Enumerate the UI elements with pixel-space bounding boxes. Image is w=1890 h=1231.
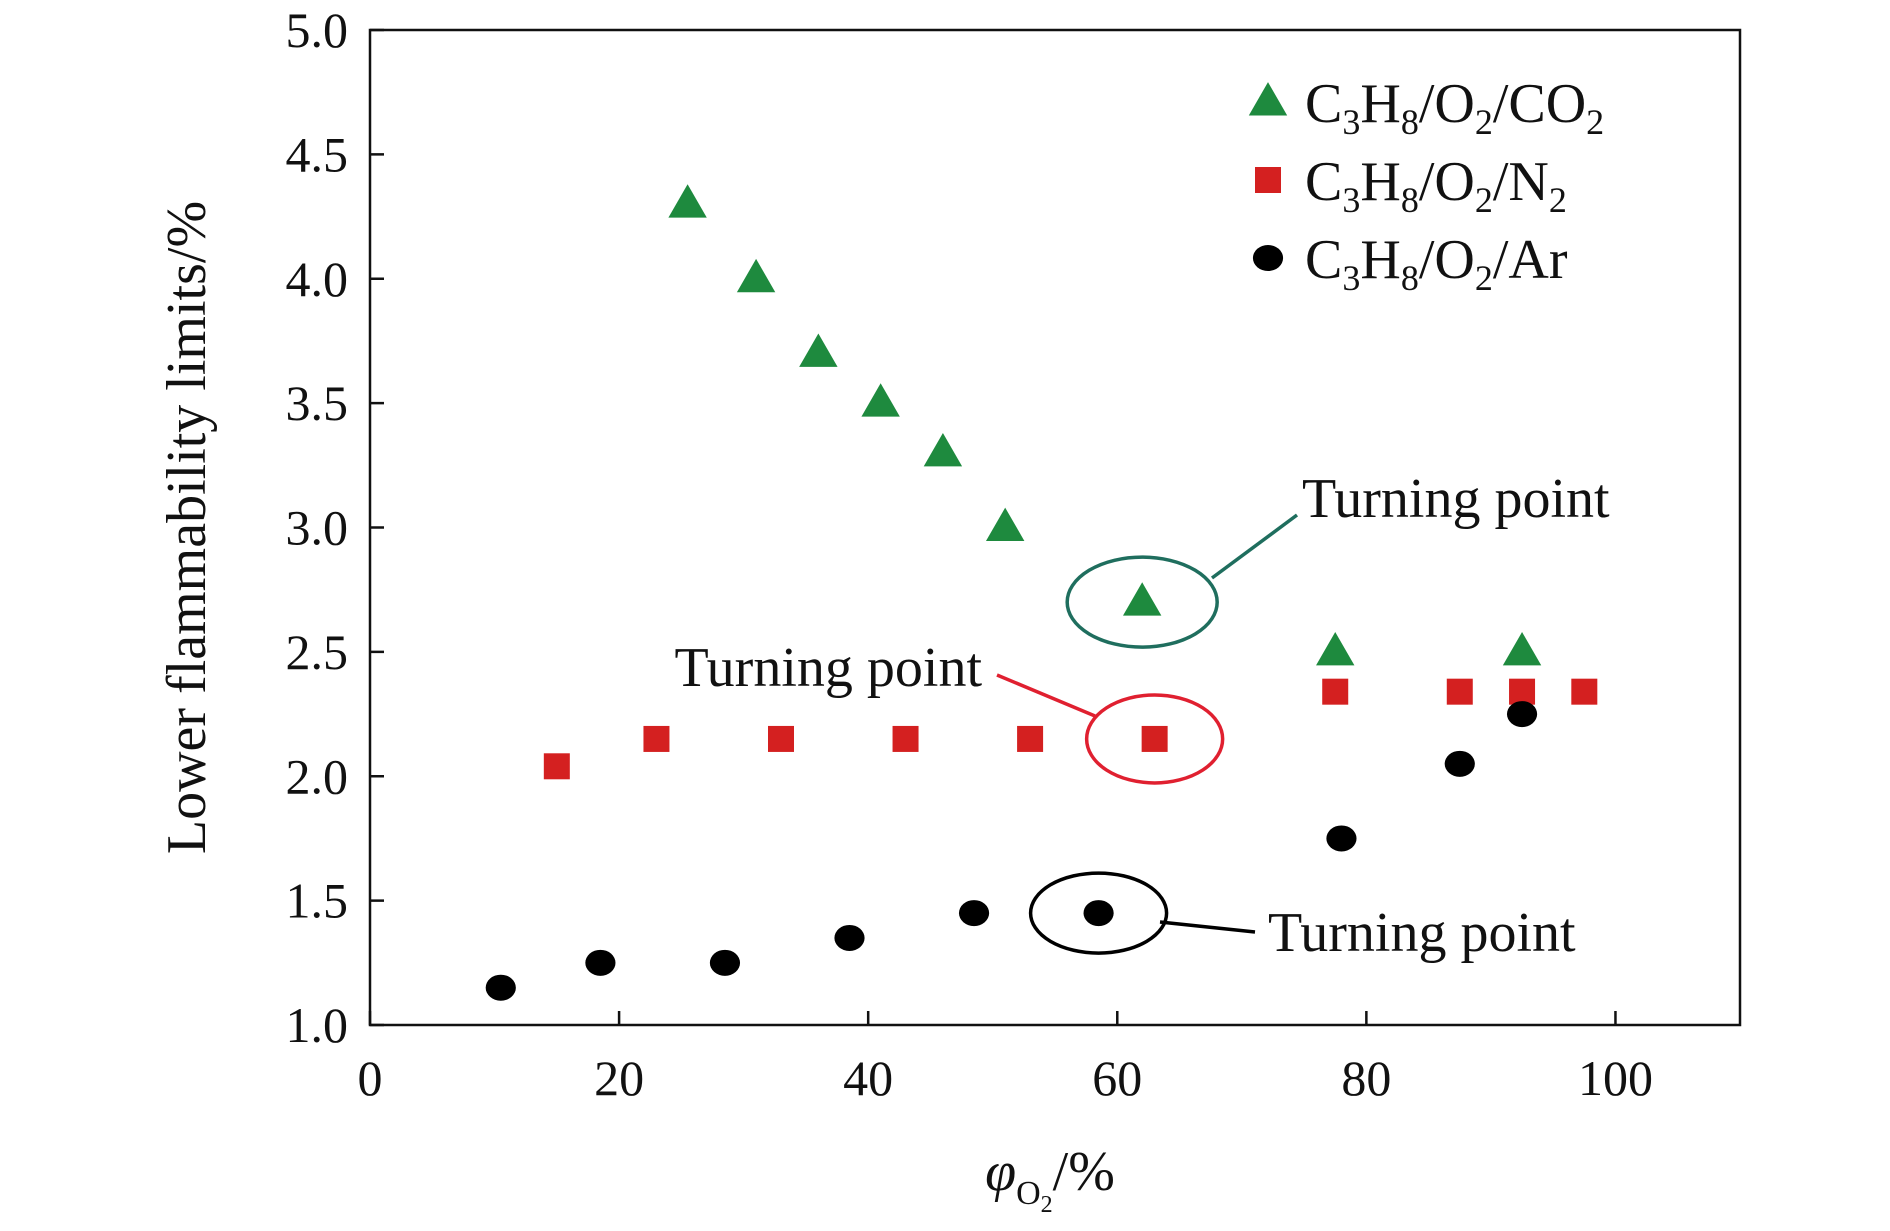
data-point-square [1141,725,1168,752]
data-point-triangle [1502,632,1542,666]
turning-point-circle [1028,871,1169,955]
x-axis-unit: /% [1053,1141,1115,1203]
x-axis-symbol: φ [985,1141,1016,1203]
data-point-triangle [1316,632,1355,666]
legend-subscript: 8 [1401,258,1419,298]
data-point-square [1571,678,1598,705]
legend-subscript: 3 [1342,102,1360,142]
axis-ticks-group: 0 20 40 60 80 100 1.0 1.5 2.0 2.5 3.0 3.5 4.0 4.5 5.0 [286,2,1653,1106]
data-point-triangle [736,258,776,293]
y-tick-label: 2.5 [286,624,349,680]
y-axis-label: Lower flammability limits/% [156,201,218,854]
legend-subscript: 3 [1342,258,1360,298]
data-points-group [485,184,1598,1001]
x-axis-subscript: O [1016,1175,1041,1212]
legend-label: C3H8/O2/Ar [1305,229,1568,298]
legend-subscript: 2 [1475,102,1493,142]
data-point-circle [1506,701,1538,728]
x-tick-label: 100 [1578,1050,1653,1106]
data-point-circle [709,949,741,976]
y-tick-label: 3.5 [286,375,349,431]
legend-label: C3H8/O2/CO2 [1305,73,1604,142]
turning-point-circle [1084,693,1225,785]
legend-text: /Ar [1493,229,1568,291]
turning-point-label: Turning point [674,637,982,699]
y-tick-label: 2.0 [286,748,349,804]
legend-marker-triangle [1248,82,1288,116]
data-point-triangle [923,433,963,467]
legend-text: /O [1419,73,1475,135]
data-point-square [1017,725,1044,752]
x-axis-label: φO2/% [985,1141,1115,1218]
x-tick-label: 40 [843,1050,893,1106]
data-point-circle [1444,750,1475,777]
legend-text: /CO [1493,73,1586,135]
legend-subscript: 2 [1475,180,1493,220]
data-point-square [892,725,919,752]
x-tick-label: 60 [1092,1050,1142,1106]
x-axis-subsubscript: 2 [1041,1192,1053,1218]
data-point-square [643,725,670,752]
legend-text: /N [1493,151,1549,213]
turning-point-leader-line [996,673,1096,718]
legend-subscript: 8 [1401,102,1419,142]
data-point-circle [485,974,516,1001]
data-point-square [1509,678,1536,705]
data-point-triangle [668,184,707,218]
turning-point-leader-line [1159,920,1256,934]
data-point-square [1446,678,1473,705]
data-point-circle [834,924,865,951]
data-point-triangle [1122,582,1162,616]
turning-point-circle [1065,555,1219,649]
annotations-group: Turning point Turning point Turning point [674,468,1610,964]
legend-marker-square [1255,167,1281,193]
x-tick-label: 20 [594,1050,644,1106]
legend-text: C [1305,229,1342,291]
legend-subscript: 8 [1401,180,1419,220]
data-point-square [543,753,570,780]
y-tick-label: 1.5 [286,873,349,929]
data-point-triangle [985,507,1025,541]
y-tick-label: 3.0 [286,500,349,556]
data-point-circle [958,900,990,927]
legend-subscript: 2 [1549,180,1567,220]
data-point-circle [1083,900,1114,927]
legend-label: C3H8/O2/N2 [1305,151,1567,220]
turning-point-label: Turning point [1268,902,1576,964]
y-tick-label: 1.0 [286,997,349,1053]
axis-labels-group: Lower flammability limits/% φO2/% [156,201,1115,1218]
legend-subscript: 3 [1342,180,1360,220]
data-point-triangle [861,383,900,417]
legend-text: H [1360,73,1400,135]
data-point-square [768,725,794,752]
legend-text: H [1360,151,1400,213]
legend-subscript: 2 [1586,102,1604,142]
turning-point-leader-line [1210,513,1299,580]
legend-text: C [1305,73,1342,135]
data-point-square [1322,678,1349,705]
y-tick-label: 5.0 [286,2,349,58]
legend-text: /O [1419,151,1475,213]
x-tick-label: 80 [1341,1050,1391,1106]
legend-text: /O [1419,229,1475,291]
y-tick-label: 4.5 [286,126,349,182]
data-point-circle [585,949,616,976]
data-point-triangle [799,333,838,367]
y-tick-label: 4.0 [286,251,349,307]
legend-text: H [1360,229,1400,291]
data-point-circle [1326,825,1357,852]
turning-point-label: Turning point [1302,468,1610,530]
legend-marker-circle [1252,245,1284,271]
x-tick-label: 0 [358,1050,383,1106]
legend-subscript: 2 [1475,258,1493,298]
legend-text: C [1305,151,1342,213]
